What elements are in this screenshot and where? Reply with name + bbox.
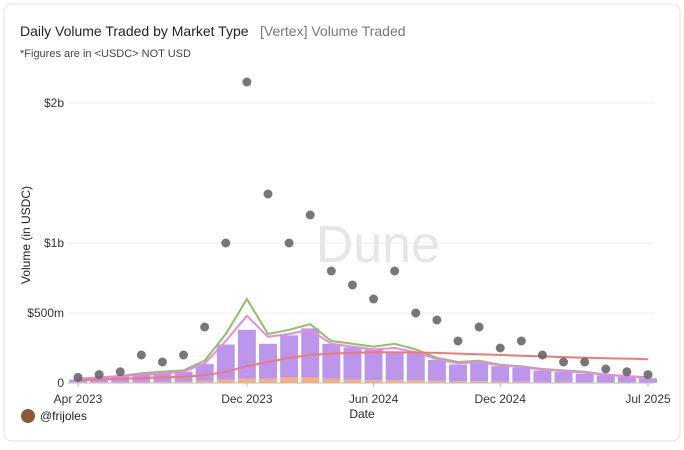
bar [533, 370, 552, 382]
dot [284, 238, 294, 248]
bar [406, 352, 425, 381]
y-tick-label: $500m [27, 306, 64, 320]
dot [369, 294, 379, 304]
bar [174, 381, 193, 383]
bar [639, 378, 657, 383]
bar [132, 381, 151, 383]
bar [470, 381, 489, 383]
y-tick-label: $1b [44, 236, 64, 250]
dot [474, 322, 484, 332]
dot [516, 336, 526, 346]
chart-subtitle: [Vertex] Volume Traded [260, 23, 406, 39]
dot [347, 280, 357, 290]
dot [326, 266, 336, 276]
bar [596, 375, 615, 383]
bar [280, 377, 299, 383]
bar [237, 329, 256, 379]
x-tick-label: Dec 2024 [475, 392, 527, 406]
bar [322, 378, 341, 383]
x-tick-label: Dec 2023 [221, 392, 273, 406]
bar [153, 381, 172, 383]
dot [411, 308, 421, 318]
dot [221, 238, 231, 248]
dot [453, 336, 463, 346]
chart-note: *Figures are in <USDC> NOT USD [20, 48, 191, 60]
bar [491, 366, 510, 382]
line [77, 351, 649, 382]
bar [280, 335, 299, 378]
bar [322, 343, 341, 379]
dot [537, 350, 547, 360]
bar [195, 364, 214, 381]
dot [263, 189, 273, 199]
bar [512, 381, 531, 383]
x-tick-label: Jul 2025 [625, 392, 671, 406]
dot [580, 357, 590, 367]
chart-title: Daily Volume Traded by Market Type [20, 23, 249, 39]
watermark: Dune [316, 216, 440, 274]
bar [364, 380, 383, 383]
bar [301, 377, 320, 383]
card [3, 3, 681, 442]
dot [179, 350, 189, 360]
bar [216, 344, 235, 380]
dot [242, 77, 252, 87]
bar [385, 352, 404, 381]
dot [495, 343, 505, 353]
bar [364, 349, 383, 381]
dot [601, 364, 611, 374]
dot [94, 370, 104, 380]
dot [200, 322, 210, 332]
author[interactable]: @frijoles [40, 409, 87, 423]
bar [449, 381, 467, 383]
bar [343, 347, 362, 380]
x-tick-label: Jun 2024 [349, 392, 399, 406]
bar [343, 379, 362, 383]
y-axis-title: Volume (in USDC) [19, 186, 33, 284]
dot [305, 210, 315, 220]
bar [554, 381, 573, 383]
dot [136, 350, 146, 360]
dot [390, 266, 400, 276]
dot [157, 357, 167, 367]
x-axis-title: Date [349, 407, 375, 421]
bar [216, 379, 235, 383]
bar [617, 376, 636, 383]
dot [643, 370, 653, 380]
x-tick-label: Apr 2023 [54, 392, 103, 406]
bar [301, 328, 320, 378]
bar [554, 372, 573, 382]
dot [73, 372, 83, 382]
bar [449, 364, 467, 382]
bar [385, 380, 404, 383]
bar [533, 381, 552, 383]
bar [406, 380, 425, 383]
bar [470, 363, 489, 382]
y-tick-label: 0 [57, 376, 64, 390]
line [77, 314, 649, 381]
dot [622, 367, 632, 377]
dot [432, 315, 442, 325]
y-tick-label: $2b [44, 96, 64, 110]
dot [559, 357, 569, 367]
bar [259, 378, 277, 383]
bar [195, 380, 214, 383]
author-avatar [21, 409, 35, 423]
bar [427, 380, 446, 383]
dot [115, 367, 125, 377]
bar [512, 367, 531, 382]
bar [427, 359, 446, 381]
bar [237, 378, 256, 383]
bar [491, 381, 510, 383]
bar [575, 373, 594, 383]
